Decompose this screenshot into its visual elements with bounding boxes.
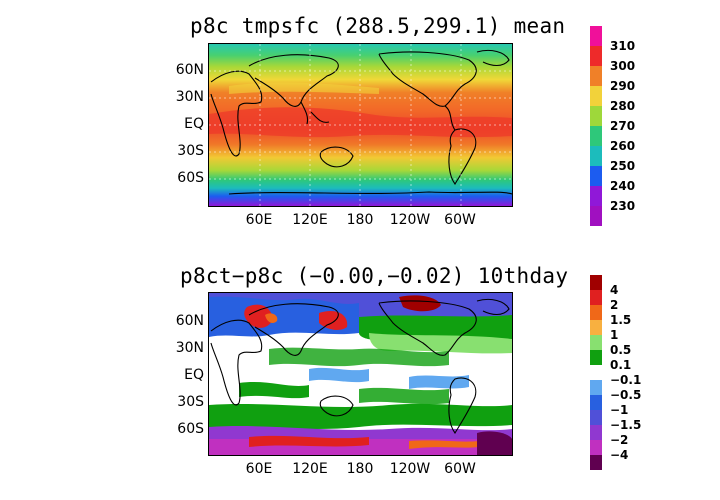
temperature-difference-field <box>209 293 512 455</box>
surface-temperature-map <box>208 43 513 207</box>
lon-label-120w: 120W <box>389 212 431 228</box>
colorbar-label: 240 <box>610 179 636 193</box>
lat-label-30n: 30N <box>175 340 204 356</box>
colorbar-swatch <box>590 395 602 410</box>
colorbar-label: 1.5 <box>610 313 632 327</box>
colorbar-swatch <box>590 275 602 290</box>
colorbar-label: −0.5 <box>610 388 642 402</box>
colorbar-label: 310 <box>610 39 636 53</box>
colorbar-swatch <box>590 106 602 126</box>
lon-label-60e: 60E <box>245 212 273 228</box>
map-title-temperature-difference: p8ct−p8c (−0.00,−0.02) 10thday <box>180 264 569 288</box>
colorbar-swatch <box>590 440 602 455</box>
colorbar-label: 290 <box>610 79 636 93</box>
colorbar-swatch <box>590 410 602 425</box>
difference-colorbar: 4 2 1.5 1 0.5 0.1 −0.1 −0.5 −1 −1.5 −2 −… <box>590 275 650 479</box>
surface-temperature-field <box>209 44 512 206</box>
temperature-colorbar: 310 300 290 280 270 260 250 240 230 <box>590 26 650 226</box>
colorbar-label: 280 <box>610 99 636 113</box>
lon-label-180: 180 <box>346 461 374 477</box>
colorbar-swatch <box>590 186 602 206</box>
lat-label-30s: 30S <box>177 143 204 159</box>
colorbar-swatch <box>590 66 602 86</box>
colorbar-swatch <box>590 335 602 350</box>
colorbar-label: 1 <box>610 328 619 342</box>
colorbar-label: 250 <box>610 159 636 173</box>
colorbar-swatch <box>590 290 602 305</box>
lon-label-120e: 120E <box>292 212 328 228</box>
colorbar-swatch <box>590 365 602 380</box>
lon-label-60w: 60W <box>444 212 476 228</box>
temperature-difference-map <box>208 292 513 456</box>
colorbar-swatch <box>590 146 602 166</box>
map-title-surface-temperature: p8c tmpsfc (288.5,299.1) mean <box>190 14 566 38</box>
colorbar-swatch <box>590 26 602 46</box>
colorbar-label: 0.1 <box>610 358 632 372</box>
lat-label-60s: 60S <box>177 421 204 437</box>
lon-label-120e: 120E <box>292 461 328 477</box>
colorbar-swatch <box>590 380 602 395</box>
colorbar-swatch <box>590 350 602 365</box>
colorbar-label: −1 <box>610 403 629 417</box>
lat-label-60n: 60N <box>175 313 204 329</box>
lon-label-60w: 60W <box>444 461 476 477</box>
lon-label-60e: 60E <box>245 461 273 477</box>
colorbar-label: 4 <box>610 283 619 297</box>
colorbar-swatch <box>590 305 602 320</box>
colorbar-swatch <box>590 46 602 66</box>
colorbar-swatch <box>590 166 602 186</box>
lat-label-eq: EQ <box>184 116 204 132</box>
lon-label-120w: 120W <box>389 461 431 477</box>
lat-label-30s: 30S <box>177 394 204 410</box>
lat-label-30n: 30N <box>175 89 204 105</box>
lat-label-60n: 60N <box>175 62 204 78</box>
colorbar-swatch <box>590 320 602 335</box>
colorbar-swatch <box>590 86 602 106</box>
colorbar-label: −2 <box>610 433 629 447</box>
lon-label-180: 180 <box>346 212 374 228</box>
colorbar-swatch <box>590 126 602 146</box>
colorbar-swatch <box>590 455 602 470</box>
colorbar-label: −0.1 <box>610 373 642 387</box>
lat-label-eq: EQ <box>184 367 204 383</box>
colorbar-label: 0.5 <box>610 343 632 357</box>
colorbar-label: 270 <box>610 119 636 133</box>
colorbar-swatch <box>590 206 602 226</box>
colorbar-label: −4 <box>610 448 629 462</box>
colorbar-label: −1.5 <box>610 418 642 432</box>
colorbar-label: 2 <box>610 298 619 312</box>
colorbar-swatch <box>590 425 602 440</box>
colorbar-label: 300 <box>610 59 636 73</box>
colorbar-label: 230 <box>610 199 636 213</box>
colorbar-label: 260 <box>610 139 636 153</box>
lat-label-60s: 60S <box>177 170 204 186</box>
